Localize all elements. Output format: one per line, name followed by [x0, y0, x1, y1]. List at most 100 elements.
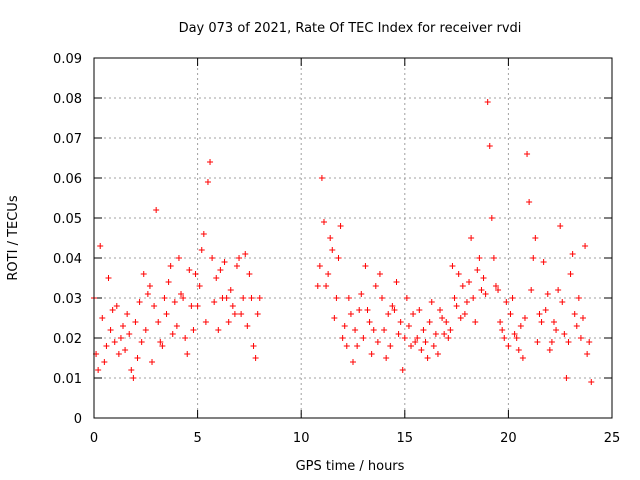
data-point	[325, 271, 332, 277]
data-point	[200, 231, 207, 237]
data-point	[385, 311, 392, 317]
data-point	[362, 263, 369, 269]
data-point	[478, 287, 485, 293]
data-point	[333, 295, 340, 301]
x-tick-label: 0	[90, 431, 98, 446]
data-point	[557, 223, 564, 229]
data-point	[122, 347, 129, 353]
data-point	[138, 339, 145, 345]
data-point	[379, 295, 386, 301]
data-point	[376, 271, 383, 277]
data-point	[204, 179, 211, 185]
data-point	[501, 335, 508, 341]
data-point	[194, 303, 201, 309]
data-point	[515, 347, 522, 353]
data-point	[99, 315, 106, 321]
data-point	[101, 359, 108, 365]
data-point	[190, 327, 197, 333]
data-point	[387, 343, 394, 349]
data-point	[476, 255, 483, 261]
data-point	[519, 355, 526, 361]
data-point	[254, 311, 261, 317]
data-point	[418, 347, 425, 353]
x-tick-labels: 0 5 10 15 20 25	[90, 431, 620, 446]
data-point	[451, 295, 458, 301]
data-point	[563, 375, 570, 381]
data-point	[115, 351, 122, 357]
data-point	[198, 247, 205, 253]
data-point	[178, 291, 185, 297]
data-point	[526, 199, 533, 205]
data-point	[414, 335, 421, 341]
data-point	[149, 359, 156, 365]
data-point	[229, 303, 236, 309]
data-point	[381, 327, 388, 333]
data-point	[358, 291, 365, 297]
data-point	[217, 267, 224, 273]
data-point	[329, 247, 336, 253]
data-point	[486, 143, 493, 149]
y-tick-label: 0.03	[53, 292, 82, 307]
data-point	[202, 319, 209, 325]
data-point	[492, 283, 499, 289]
data-point	[211, 299, 218, 305]
data-point	[546, 347, 553, 353]
data-point	[393, 279, 400, 285]
data-point	[449, 263, 456, 269]
data-point	[209, 255, 216, 261]
data-point	[439, 315, 446, 321]
data-point	[225, 319, 232, 325]
data-point	[196, 283, 203, 289]
data-point	[422, 339, 429, 345]
data-point	[95, 367, 102, 373]
y-tick-label: 0.06	[53, 172, 82, 187]
data-point	[163, 311, 170, 317]
data-point	[238, 311, 245, 317]
data-point	[443, 319, 450, 325]
y-axis-label: ROTI / TECUs	[6, 195, 21, 280]
data-point	[521, 315, 528, 321]
data-point	[550, 319, 557, 325]
y-tick-label: 0.09	[53, 52, 82, 67]
data-point	[472, 319, 479, 325]
data-point	[182, 335, 189, 341]
data-point	[354, 343, 361, 349]
data-point	[553, 327, 560, 333]
data-point	[256, 295, 263, 301]
data-point	[246, 271, 253, 277]
data-point	[567, 271, 574, 277]
data-point	[509, 295, 516, 301]
data-point	[561, 331, 568, 337]
data-point	[221, 259, 228, 265]
data-point	[513, 335, 520, 341]
y-tick-label: 0.07	[53, 132, 82, 147]
data-point	[337, 223, 344, 229]
x-tick-label: 25	[604, 431, 621, 446]
data-point	[399, 367, 406, 373]
data-point	[536, 311, 543, 317]
data-point	[569, 251, 576, 257]
data-point	[345, 295, 352, 301]
data-point	[383, 355, 390, 361]
data-point	[248, 295, 255, 301]
data-point	[490, 255, 497, 261]
data-point	[240, 295, 247, 301]
data-point	[173, 323, 180, 329]
data-point	[242, 251, 249, 257]
data-point	[410, 311, 417, 317]
data-point	[447, 327, 454, 333]
y-tick-label: 0.02	[53, 332, 82, 347]
data-point	[428, 299, 435, 305]
data-point	[538, 319, 545, 325]
data-point	[165, 279, 172, 285]
data-point	[169, 331, 176, 337]
data-point	[155, 319, 162, 325]
data-point	[227, 287, 234, 293]
data-point	[441, 331, 448, 337]
data-point	[343, 343, 350, 349]
data-point	[532, 235, 539, 241]
data-point	[424, 355, 431, 361]
data-point	[397, 319, 404, 325]
data-point	[542, 307, 549, 313]
data-point	[132, 319, 139, 325]
